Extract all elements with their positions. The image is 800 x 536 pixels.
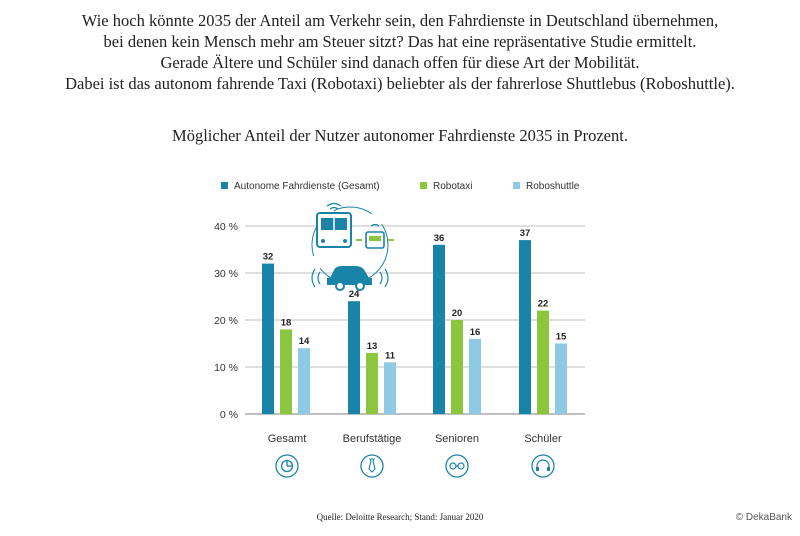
category-label: Schüler	[524, 433, 562, 445]
intro-text: Wie hoch könnte 2035 der Anteil am Verke…	[0, 10, 800, 94]
data-label: 16	[470, 327, 481, 338]
glasses-icon	[445, 454, 469, 478]
legend-swatch	[513, 182, 520, 189]
legend-label: Autonome Fahrdienste (Gesamt)	[234, 181, 380, 192]
intro-line: Dabei ist das autonom fahrende Taxi (Rob…	[65, 74, 735, 93]
bar	[433, 244, 445, 414]
car-bus-illustration	[311, 202, 394, 291]
pie-chart-icon	[275, 454, 299, 478]
data-label: 13	[367, 341, 378, 352]
y-tick-label: 30 %	[214, 268, 238, 280]
bar	[384, 362, 396, 414]
data-label: 11	[385, 350, 396, 361]
bar	[519, 240, 531, 414]
bar	[537, 310, 549, 414]
y-tick-label: 0 %	[220, 409, 238, 421]
copyright: © DekaBank	[735, 512, 792, 523]
category-label: Gesamt	[268, 433, 307, 445]
headphones-icon	[531, 454, 555, 478]
data-label: 14	[299, 336, 310, 347]
legend-label: Roboshuttle	[526, 181, 580, 192]
bar-chart: Autonome Fahrdienste (Gesamt) Robotaxi Rob…	[214, 181, 585, 478]
data-label: 22	[538, 299, 549, 310]
legend: Autonome Fahrdienste (Gesamt) Robotaxi Rob…	[221, 181, 580, 192]
data-label: 18	[281, 317, 292, 328]
bar	[366, 352, 378, 414]
intro-line: Gerade Ältere und Schüler sind danach of…	[160, 53, 640, 72]
bar	[469, 338, 481, 414]
bar	[262, 263, 274, 414]
y-tick-label: 10 %	[214, 362, 238, 374]
legend-label: Robotaxi	[433, 181, 472, 192]
intro-line: Wie hoch könnte 2035 der Anteil am Verke…	[81, 11, 719, 30]
bar	[555, 343, 567, 414]
data-label: 24	[349, 289, 360, 300]
y-tick-label: 40 %	[214, 221, 238, 233]
legend-swatch	[420, 182, 427, 189]
bar	[348, 301, 360, 414]
intro-line: bei denen kein Mensch mehr am Steuer sit…	[103, 32, 697, 51]
bar	[298, 348, 310, 414]
data-label: 32	[263, 252, 274, 263]
source-note: Quelle: Deloitte Research; Stand: Januar…	[316, 512, 484, 522]
category-labels: Gesamt Berufstätige Senioren Schüler	[268, 433, 562, 445]
data-label: 20	[452, 308, 463, 319]
chart-title: Möglicher Anteil der Nutzer autonomer Fa…	[172, 126, 628, 145]
data-label: 37	[520, 228, 531, 239]
legend-swatch	[221, 182, 228, 189]
category-label: Berufstätige	[343, 433, 402, 445]
bar	[280, 329, 292, 414]
bars: 32 18 14 24 13 11 36 20 16 37 22 15	[262, 228, 567, 414]
tie-icon	[360, 454, 384, 478]
bar	[451, 320, 463, 414]
y-tick-label: 20 %	[214, 315, 238, 327]
data-label: 15	[556, 332, 567, 343]
category-label: Senioren	[435, 433, 479, 445]
data-label: 36	[434, 233, 445, 244]
